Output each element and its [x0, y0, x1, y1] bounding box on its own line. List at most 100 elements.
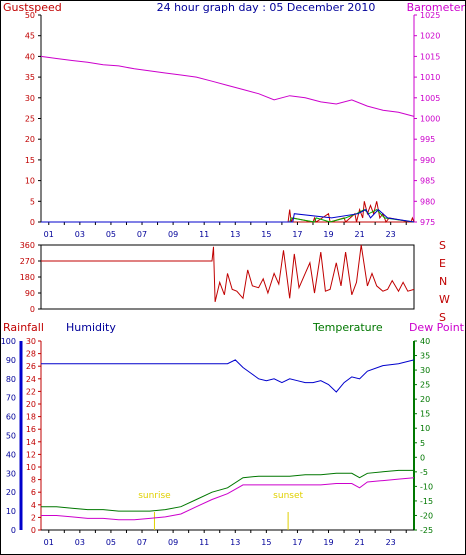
top-x-tick-label: 07	[137, 230, 147, 239]
sun-marker-label: sunrise	[138, 491, 171, 501]
gust-tick-label: 30	[25, 94, 35, 103]
wind-tick-label: 0	[30, 305, 35, 314]
bottom-x-tick-label: 01	[44, 538, 54, 547]
wind-tick-label: 270	[20, 257, 35, 266]
rain-tick-label: 6	[31, 488, 36, 497]
gust-tick-label: 20	[25, 135, 35, 144]
bottom-x-tick-label: 09	[168, 538, 178, 547]
top-x-tick-label: 13	[230, 230, 240, 239]
humidity-tick-label: 0	[11, 526, 16, 535]
wind-compass-letter: S	[439, 311, 446, 324]
bottom-x-tick-label: 23	[386, 538, 396, 547]
bottom-x-tick-label: 15	[261, 538, 271, 547]
gustspeed-label: Gustspeed	[3, 1, 62, 14]
gust-tick-label: 50	[25, 11, 35, 20]
wind-tick-label: 360	[20, 241, 35, 250]
humidity-label: Humidity	[66, 321, 116, 334]
wind-tick-label: 90	[25, 289, 35, 298]
gustspeed-line	[41, 201, 415, 224]
barometer-tick-label: 975	[420, 218, 435, 227]
chart-title: 24 hour graph day : 05 December 2010	[157, 1, 376, 14]
barometer-line	[40, 55, 415, 117]
humidity-tick-label: 90	[6, 356, 16, 365]
sun-marker-label: sunset	[273, 491, 303, 501]
top-x-tick-label: 23	[386, 230, 396, 239]
temperature-tick-label: 35	[420, 352, 430, 361]
temperature-tick-label: 20	[420, 395, 430, 404]
temperature-tick-label: 10	[420, 424, 430, 433]
gust-tick-label: 45	[25, 32, 35, 41]
barometer-tick-label: 995	[420, 135, 435, 144]
temperature-tick-label: 25	[420, 381, 430, 390]
humidity-tick-label: 20	[6, 488, 16, 497]
rain-tick-label: 10	[26, 463, 36, 472]
humidity-tick-label: 40	[6, 450, 16, 459]
barometer-tick-label: 990	[420, 156, 435, 165]
top-x-tick-label: 19	[323, 230, 333, 239]
rain-tick-label: 14	[26, 438, 36, 447]
rain-tick-label: 22	[26, 387, 36, 396]
gustspeed-blue-line	[41, 208, 415, 223]
humidity-tick-label: 70	[6, 394, 16, 403]
barometer-tick-label: 1005	[420, 94, 440, 103]
humidity-tick-label: 50	[6, 432, 16, 441]
temperature-tick-label: -10	[420, 482, 433, 491]
wind-compass-letter: S	[439, 239, 446, 252]
temperature-tick-label: 15	[420, 410, 430, 419]
rain-tick-label: 24	[26, 375, 36, 384]
bottom-x-tick-label: 07	[137, 538, 147, 547]
bottom-x-tick-label: 19	[323, 538, 333, 547]
rain-tick-label: 2	[31, 513, 36, 522]
gust-tick-label: 25	[25, 115, 35, 124]
gust-tick-label: 15	[25, 156, 35, 165]
barometer-tick-label: 980	[420, 197, 435, 206]
top-x-tick-label: 11	[199, 230, 209, 239]
bottom-x-tick-label: 21	[355, 538, 365, 547]
gust-tick-label: 5	[30, 197, 35, 206]
wind-compass-letter: W	[439, 293, 450, 306]
rainfall-label: Rainfall	[3, 321, 44, 334]
top-x-tick-label: 21	[355, 230, 365, 239]
barometer-label: Barometer	[407, 1, 466, 14]
dew-point-line	[41, 477, 415, 521]
rain-tick-label: 28	[26, 350, 36, 359]
gustspeed-green-line	[41, 208, 415, 223]
rain-tick-label: 4	[31, 501, 36, 510]
temperature-tick-label: 30	[420, 366, 430, 375]
rain-tick-label: 8	[31, 476, 36, 485]
rain-tick-label: 30	[26, 337, 36, 346]
top-x-tick-label: 05	[106, 230, 116, 239]
top-x-tick-label: 15	[261, 230, 271, 239]
rain-tick-label: 26	[26, 362, 36, 371]
barometer-tick-label: 985	[420, 177, 435, 186]
temperature-tick-label: 40	[420, 337, 430, 346]
dewpoint-label: Dew Point	[409, 321, 465, 334]
rain-tick-label: 0	[31, 526, 36, 535]
bottom-x-tick-label: 03	[75, 538, 85, 547]
barometer-tick-label: 1025	[420, 11, 440, 20]
barometer-tick-label: 1000	[420, 115, 440, 124]
bottom-x-tick-label: 13	[230, 538, 240, 547]
barometer-tick-label: 1010	[420, 73, 440, 82]
wind-tick-label: 180	[20, 273, 35, 282]
temperature-tick-label: -20	[420, 511, 433, 520]
bottom-x-tick-label: 17	[292, 538, 302, 547]
humidity-tick-label: 60	[6, 413, 16, 422]
humidity-tick-label: 30	[6, 469, 16, 478]
temperature-tick-label: -25	[420, 526, 433, 535]
bottom-x-tick-label: 11	[199, 538, 209, 547]
wind-compass-letter: N	[439, 275, 447, 288]
temperature-tick-label: -15	[420, 497, 433, 506]
gust-tick-label: 40	[25, 52, 35, 61]
humidity-tick-label: 100	[1, 337, 16, 346]
rain-tick-label: 18	[26, 413, 36, 422]
top-x-tick-label: 09	[168, 230, 178, 239]
gust-tick-label: 10	[25, 177, 35, 186]
humidity-tick-label: 10	[6, 507, 16, 516]
wind-direction-line	[41, 244, 415, 303]
top-x-tick-label: 03	[75, 230, 85, 239]
barometer-tick-label: 1020	[420, 32, 440, 41]
rain-tick-label: 12	[26, 450, 36, 459]
temperature-line	[41, 469, 414, 512]
